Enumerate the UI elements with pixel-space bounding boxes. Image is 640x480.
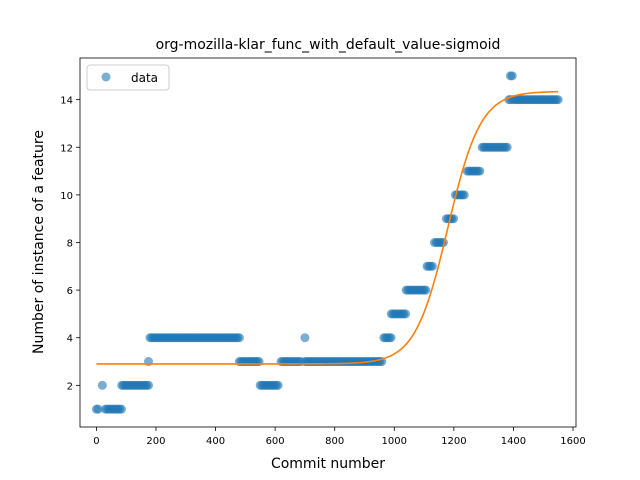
data-point: [427, 261, 437, 271]
y-axis-label: Number of instance of a feature: [31, 130, 47, 354]
x-tick-label: 1200: [441, 436, 466, 447]
x-tick-label: 800: [325, 436, 344, 447]
y-tick-label: 10: [60, 191, 73, 202]
legend-label-data: data: [131, 71, 158, 85]
y-axis-ticks: 2 4 6 8 10 12 14: [60, 96, 80, 392]
x-tick-label: 0: [93, 436, 99, 447]
data-point: [234, 333, 244, 343]
x-axis-label: Commit number: [271, 456, 385, 472]
x-tick-label: 1000: [382, 436, 407, 447]
x-tick-label: 400: [206, 436, 225, 447]
y-tick-label: 6: [67, 286, 73, 297]
data-point: [459, 190, 469, 200]
chart-title: org-mozilla-klar_func_with_default_value…: [156, 37, 501, 53]
y-tick-label: 2: [67, 381, 73, 392]
x-tick-label: 600: [266, 436, 285, 447]
data-point: [97, 380, 107, 390]
data-point: [438, 238, 448, 247]
plot-marks: [91, 71, 563, 414]
legend-marker-data: [101, 72, 111, 82]
data-point: [401, 309, 411, 319]
y-tick-label: 4: [67, 334, 73, 345]
x-tick-label: 1600: [560, 436, 585, 447]
data-point: [93, 404, 103, 414]
legend-box: [86, 64, 170, 91]
data-point: [273, 380, 283, 390]
data-point: [553, 95, 563, 105]
y-tick-label: 12: [60, 143, 73, 154]
data-point: [300, 333, 310, 343]
y-tick-label: 14: [60, 96, 73, 107]
data-point: [421, 285, 431, 295]
y-tick-label: 8: [67, 239, 73, 250]
x-tick-label: 1400: [501, 436, 526, 447]
legend: data: [86, 64, 170, 91]
data-point: [502, 142, 512, 152]
sigmoid-fit-line: [96, 90, 559, 365]
data-point: [507, 71, 517, 81]
x-tick-label: 200: [146, 436, 165, 447]
data-point: [475, 166, 485, 176]
data-point: [386, 333, 396, 343]
data-point: [116, 404, 126, 414]
x-axis-ticks: 0 200 400 600 800 1000 1200 1400 1600: [93, 427, 586, 447]
data-point: [144, 380, 154, 390]
